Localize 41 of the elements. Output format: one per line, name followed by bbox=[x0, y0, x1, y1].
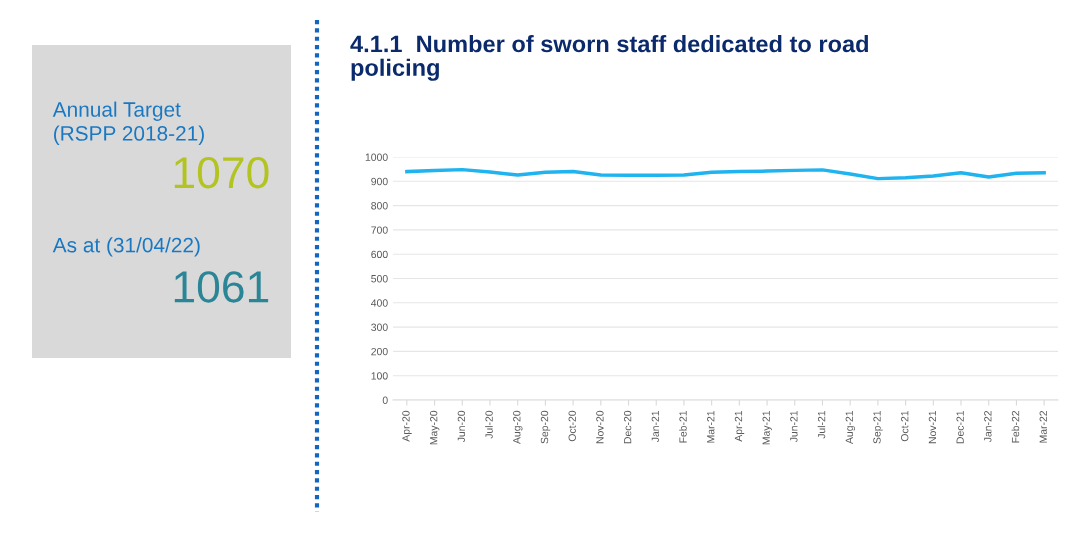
line-series bbox=[405, 167, 1046, 181]
x-tick-label: Jul-21 bbox=[817, 410, 826, 439]
text: 1070 bbox=[174, 156, 269, 189]
x-tick-label: Oct-21 bbox=[901, 410, 909, 442]
x-tick-label: Jan-21 bbox=[651, 410, 660, 443]
y-tick-label: 200 bbox=[371, 347, 388, 356]
x-tick-label: Feb-22 bbox=[1011, 410, 1020, 443]
x-tick-label: May-20 bbox=[429, 410, 440, 445]
x-tick-label: Apr-21 bbox=[734, 410, 745, 442]
y-tick-label: 400 bbox=[371, 299, 388, 307]
x-tick-label: Mar-22 bbox=[1039, 410, 1047, 443]
x-tick-label: Feb-21 bbox=[679, 410, 687, 443]
y-tick-label: 1000 bbox=[365, 153, 388, 161]
x-tick-label: Jan-22 bbox=[984, 410, 992, 443]
x-tick-label: Dec-20 bbox=[623, 410, 632, 444]
x-tick-label: Jun-20 bbox=[457, 410, 466, 443]
x-tick-label: Sep-20 bbox=[540, 410, 551, 444]
x-tick-label: Jun-21 bbox=[790, 410, 798, 443]
y-tick-label: 100 bbox=[371, 372, 388, 380]
x-tick-label: May-21 bbox=[762, 410, 772, 445]
x-tick-label: Aug-21 bbox=[845, 410, 856, 444]
y-tick-label: 900 bbox=[371, 177, 388, 186]
x-tick-label: Jul-20 bbox=[485, 410, 493, 439]
x-tick-label: Sep-21 bbox=[873, 410, 883, 444]
x-tick-label: Oct-20 bbox=[568, 410, 576, 442]
text: As at (31/04/22) bbox=[52, 237, 200, 257]
text: 1061 bbox=[174, 271, 269, 303]
y-tick-label: 700 bbox=[371, 226, 388, 234]
x-tick-label: Mar-21 bbox=[707, 410, 715, 443]
y-tick-label: 500 bbox=[371, 275, 388, 283]
y-tick-label: 600 bbox=[371, 250, 388, 259]
x-tick-label: Apr-20 bbox=[402, 410, 412, 442]
text: Annual Target (RSPP 2018-21) bbox=[52, 101, 204, 145]
x-tick-label: Aug-20 bbox=[513, 410, 523, 444]
y-tick-label: 800 bbox=[371, 202, 388, 210]
y-tick-label: 0 bbox=[382, 396, 388, 404]
chart-title: 4.1.1 Number of sworn staff dedicated to road policing bbox=[350, 35, 868, 81]
x-tick-label: Dec-21 bbox=[956, 410, 964, 444]
x-tick-label: Nov-21 bbox=[928, 410, 937, 444]
x-tick-label: Nov-20 bbox=[596, 410, 604, 444]
y-tick-label: 300 bbox=[371, 323, 388, 331]
